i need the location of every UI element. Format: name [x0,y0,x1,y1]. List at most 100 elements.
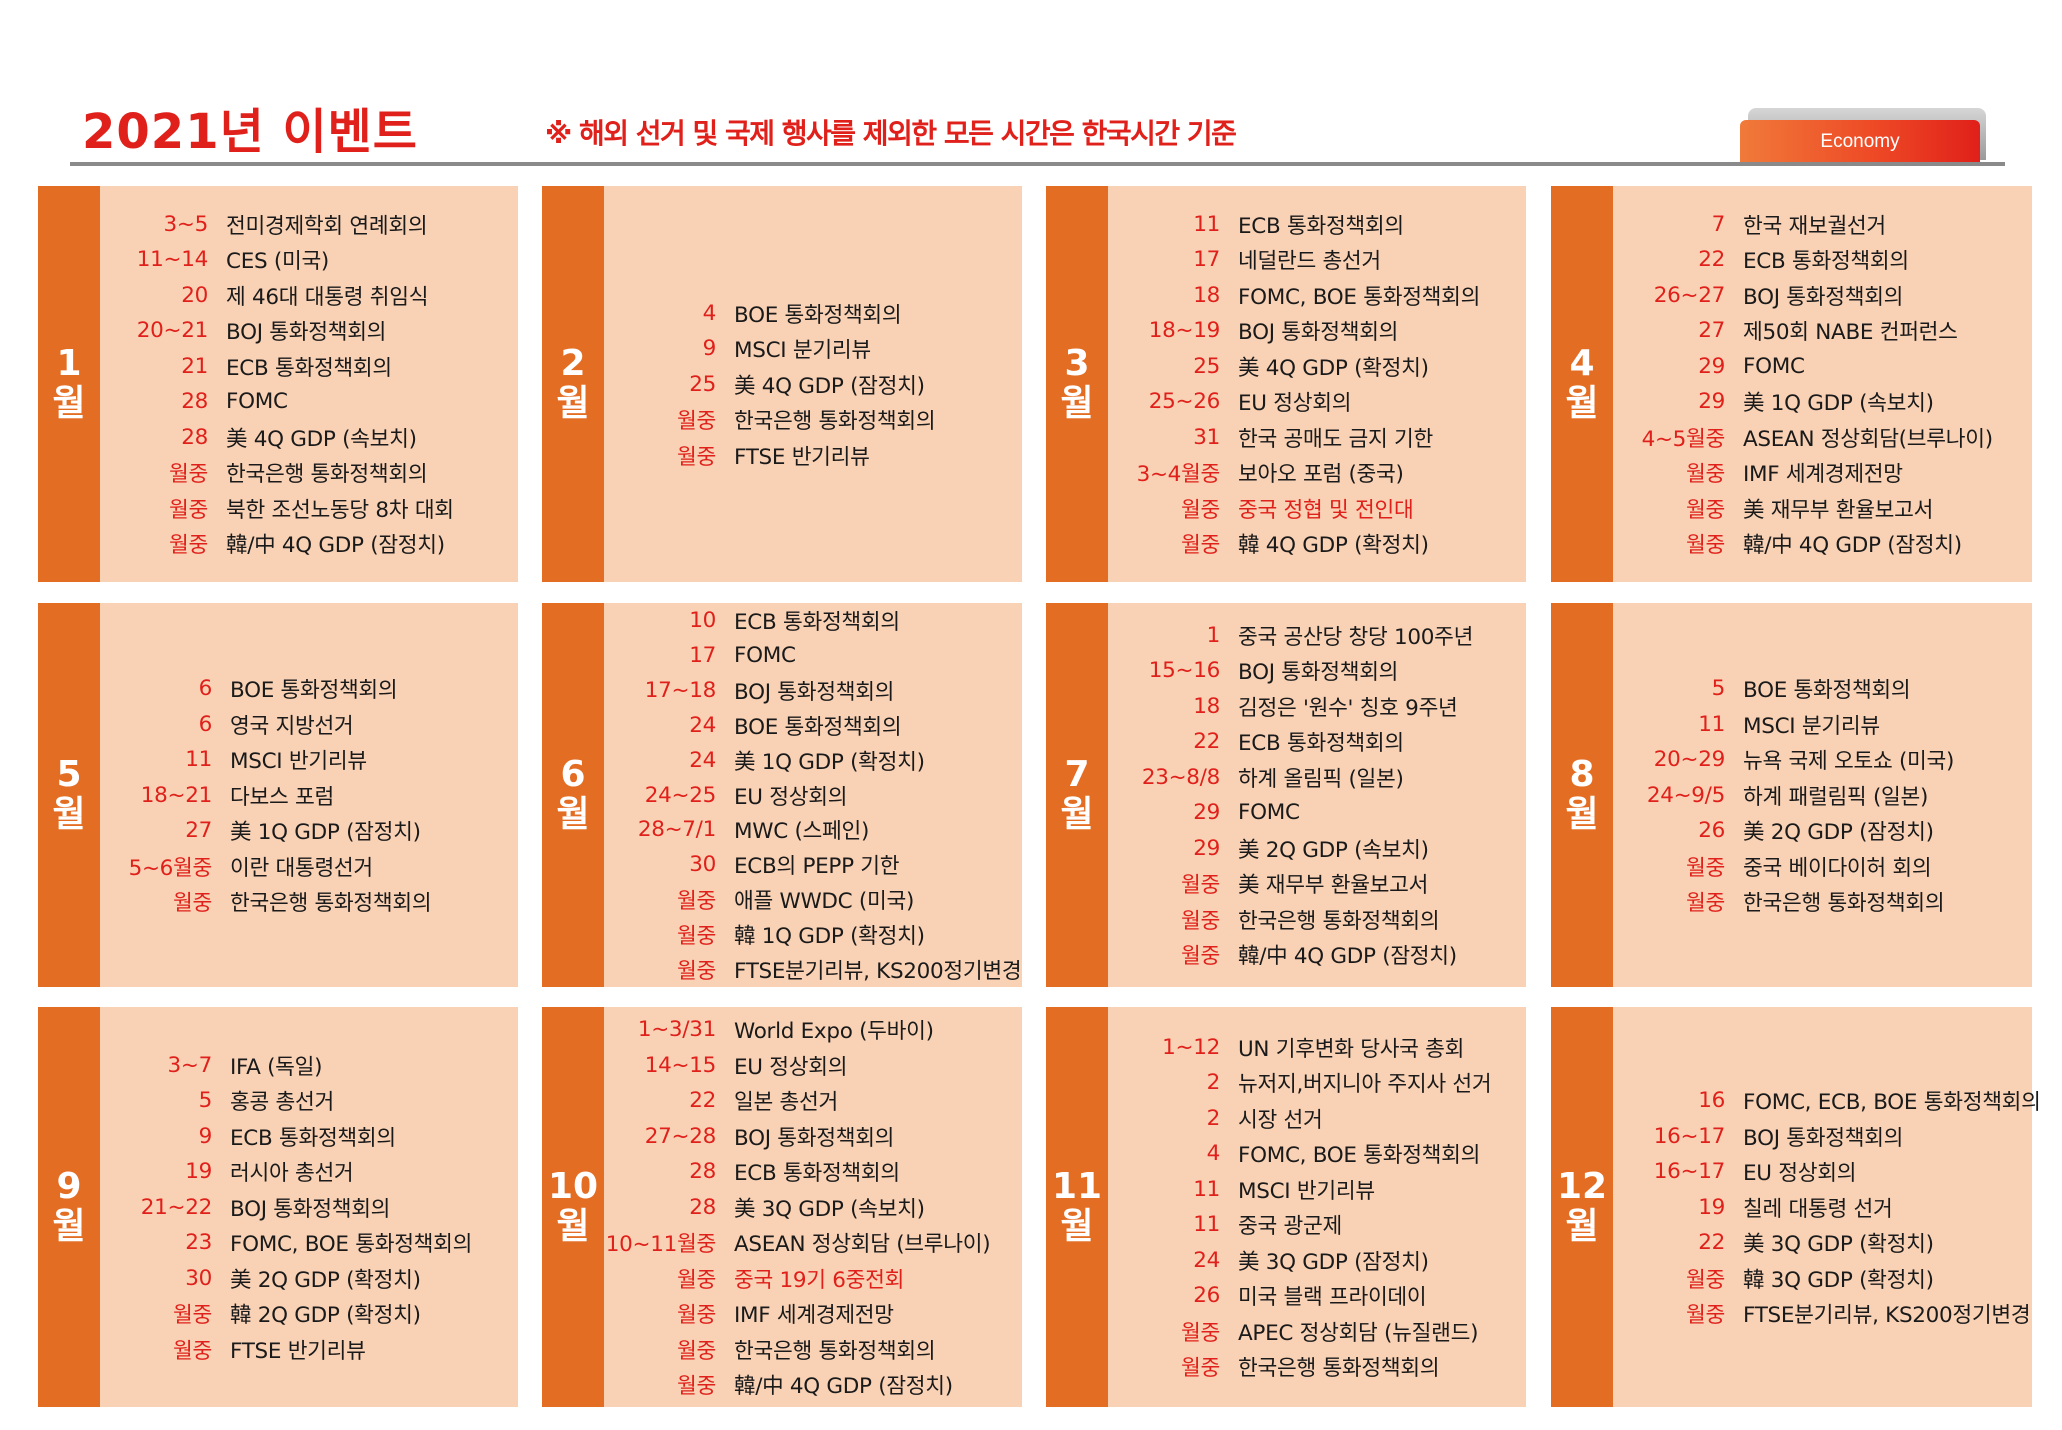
event-title: 美 4Q GDP (속보치) [226,426,417,452]
event-date: 16~17 [1653,1123,1726,1149]
event-row: 4~5월중 ASEAN 정상회담(브루나이) [1613,420,2032,456]
event-title: 韓 4Q GDP (확정치) [1238,533,1429,559]
event-title: ECB 통화정책회의 [734,1161,900,1186]
event-row: 5~6월중 이란 대통령선거 [100,848,518,884]
event-row: 24 美 1Q GDP (확정치) [604,743,1022,778]
event-date: 월중 [1686,891,1725,916]
event-date: 26 [1698,818,1725,843]
event-title: 韓/中 4Q GDP (잠정치) [1238,944,1457,970]
event-row: 29 FOMC [1613,349,2032,385]
event-title: FOMC [1238,800,1300,826]
event-row: 26 미국 블랙 프라이데이 [1108,1278,1526,1314]
event-list: 16 FOMC, ECB, BOE 통화정책회의 16~17 BOJ 통화정책회의 16… [1613,1007,2041,1407]
month-panel-7: 7 월 1 중국 공산당 창당 100주년 15~16 BOJ 통화정책회의 18 김정은 '… [1046,603,1526,987]
event-date: 18 [1193,282,1220,308]
event-date: 11 [1193,1212,1220,1238]
event-title: BOJ 통화정책회의 [230,1196,391,1222]
event-date: 17 [1193,247,1220,273]
event-row: 27 美 1Q GDP (잠정치) [100,813,518,849]
event-title: 美 4Q GDP (확정치) [1238,355,1429,381]
event-title: MSCI 분기리뷰 [1743,713,1880,739]
event-title: 한국 공매도 금지 기한 [1238,426,1433,452]
event-title: 중국 공산당 창당 100주년 [1238,624,1474,650]
month-panel-3: 3 월 11 ECB 통화정책회의 17 네덜란드 총선거 18 FOMC, BOE 통화정책… [1046,186,1526,582]
event-date: 6 [198,676,213,701]
event-date: 11 [1193,1176,1220,1202]
event-title: ECB 통화정책회의 [1238,213,1404,239]
event-title: 美 재무부 환율보고서 [1743,497,1934,523]
event-date: 22 [1698,1230,1725,1255]
event-date: 20~21 [136,318,209,344]
event-title: 한국은행 통화정책회의 [1743,891,1945,916]
event-row: 18 김정은 '원수' 칭호 9주년 [1108,689,1526,725]
month-number: 12 [1556,1166,1608,1207]
month-panel-11: 11 월 1~12 UN 기후변화 당사국 총회 2 뉴저지,버지니아 주지사 선거 2 시장… [1046,1007,1526,1407]
event-title: 다보스 포럼 [230,784,334,810]
event-row: 18 FOMC, BOE 통화정책회의 [1108,278,1526,314]
event-row: 월중 韓 4Q GDP (확정치) [1108,526,1526,562]
month-unit: 월 [1565,383,1599,424]
event-row: 29 美 2Q GDP (속보치) [1108,831,1526,867]
event-title: MSCI 반기리뷰 [230,749,367,774]
event-title: 美 3Q GDP (속보치) [734,1196,925,1222]
event-date: 28~7/1 [637,817,716,843]
event-row: 3~5 전미경제학회 연례회의 [100,207,518,243]
event-title: FTSE 반기리뷰 [230,1338,366,1364]
month-panel-12: 12 월 16 FOMC, ECB, BOE 통화정책회의 16~17 BOJ 통화정책회… [1551,1007,2041,1407]
event-row: 31 한국 공매도 금지 기한 [1108,420,1526,456]
event-date: 3~4월중 [1136,462,1221,488]
event-date: 월중 [1686,497,1725,523]
event-date: 17 [689,642,716,668]
event-row: 월중 한국은행 통화정책회의 [100,884,518,920]
event-title: IFA (독일) [230,1054,323,1080]
event-date: 2 [1206,1105,1221,1131]
event-date: 11 [1698,711,1725,737]
event-row: 6 BOE 통화정책회의 [100,671,518,707]
event-title: 美 1Q GDP (잠정치) [230,820,421,845]
event-date: 24 [689,712,716,738]
event-date: 월중 [1181,1320,1220,1346]
event-row: 29 美 1Q GDP (속보치) [1613,384,2032,420]
month-unit: 월 [1060,383,1094,424]
event-date: 24~25 [644,782,717,808]
event-date: 18 [1193,693,1220,719]
event-date: 2 [1206,1070,1221,1096]
event-row: 월중 한국은행 통화정책회의 [100,455,518,491]
header-divider [70,162,2005,166]
event-title: 韓/中 4Q GDP (잠정치) [734,1374,953,1399]
event-row: 월중 중국 정협 및 전인대 [1108,491,1526,527]
event-list: 6 BOE 통화정책회의 6 영국 지방선거 11 MSCI 반기리뷰 18~21 다보스 포… [100,603,518,987]
event-title: BOJ 통화정책회의 [1238,320,1399,346]
event-date: 6 [198,711,213,737]
event-row: 월중 IMF 세계경제전망 [604,1296,1022,1332]
event-row: 11 ECB 통화정책회의 [1108,207,1526,243]
event-row: 월중 한국은행 통화정책회의 [604,402,1022,438]
event-list: 1 중국 공산당 창당 100주년 15~16 BOJ 통화정책회의 18 김정은 '원수… [1108,603,1526,987]
event-title: ASEAN 정상회담(브루나이) [1743,426,1993,452]
event-row: 월중 韓 3Q GDP (확정치) [1613,1260,2032,1296]
event-date: 9 [702,336,717,361]
event-title: 영국 지방선거 [230,713,354,739]
event-row: 3~4월중 보아오 포럼 (중국) [1108,455,1526,491]
event-date: 9 [198,1123,213,1149]
month-panel-8: 8 월 5 BOE 통화정책회의 11 MSCI 분기리뷰 20~29 뉴욕 국제 오토쇼 (… [1551,603,2032,987]
event-title: 美 3Q GDP (잠정치) [1238,1249,1429,1275]
event-title: 칠레 대통령 선거 [1743,1196,1893,1222]
event-date: 27~28 [644,1123,717,1149]
event-date: 월중 [677,959,716,985]
event-date: 14~15 [644,1052,717,1078]
event-title: 韓 3Q GDP (확정치) [1743,1267,1934,1293]
event-title: 홍콩 총선거 [230,1090,334,1115]
event-row: 11~14 CES (미국) [100,242,518,278]
event-row: 월중 韓/中 4Q GDP (잠정치) [100,526,518,562]
event-row: 월중 韓 2Q GDP (확정치) [100,1296,518,1332]
event-row: 19 칠레 대통령 선거 [1613,1189,2032,1225]
month-unit: 월 [52,1206,86,1247]
event-title: 한국은행 통화정책회의 [734,409,936,434]
event-list: 3~5 전미경제학회 연례회의 11~14 CES (미국) 20 제 46대 대통령 취… [100,186,518,582]
event-date: 4 [702,300,717,326]
month-number: 2 [560,343,586,384]
